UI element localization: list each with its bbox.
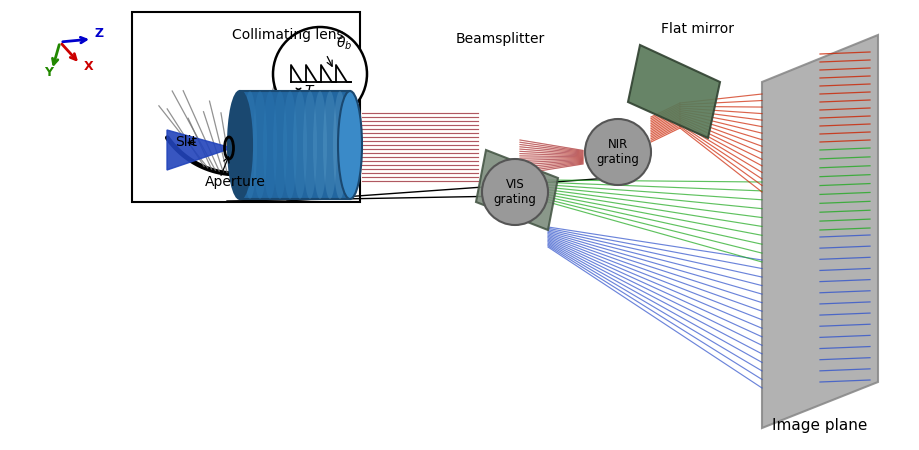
Text: X: X <box>84 60 94 73</box>
Ellipse shape <box>273 91 287 199</box>
Ellipse shape <box>292 91 307 199</box>
Text: Z: Z <box>95 27 104 40</box>
Text: Beamsplitter: Beamsplitter <box>455 32 544 46</box>
Ellipse shape <box>253 91 267 199</box>
Ellipse shape <box>302 91 317 199</box>
Polygon shape <box>628 45 720 138</box>
Circle shape <box>584 119 651 185</box>
Polygon shape <box>167 130 232 170</box>
Text: $T_o$: $T_o$ <box>303 84 320 100</box>
Bar <box>131 12 359 202</box>
Text: Flat mirror: Flat mirror <box>661 22 733 36</box>
Text: Aperture: Aperture <box>205 175 266 189</box>
Ellipse shape <box>283 91 297 199</box>
Ellipse shape <box>228 91 252 199</box>
Circle shape <box>233 168 240 176</box>
Text: Slit: Slit <box>175 135 197 149</box>
Ellipse shape <box>323 91 336 199</box>
Text: VIS
grating: VIS grating <box>493 178 536 206</box>
Bar <box>240 91 349 199</box>
Circle shape <box>482 159 548 225</box>
Text: Y: Y <box>44 66 53 79</box>
Polygon shape <box>475 150 558 230</box>
Ellipse shape <box>243 91 256 199</box>
Ellipse shape <box>263 91 277 199</box>
Text: NIR
grating: NIR grating <box>596 138 639 166</box>
Ellipse shape <box>233 91 246 199</box>
Ellipse shape <box>337 91 361 199</box>
Circle shape <box>273 27 367 121</box>
Ellipse shape <box>312 91 326 199</box>
Polygon shape <box>761 35 877 428</box>
Text: Image plane: Image plane <box>771 418 867 433</box>
Text: $\theta_b$: $\theta_b$ <box>335 35 352 52</box>
Ellipse shape <box>333 91 346 199</box>
Ellipse shape <box>343 91 357 199</box>
Text: Collimating lens: Collimating lens <box>232 28 344 42</box>
